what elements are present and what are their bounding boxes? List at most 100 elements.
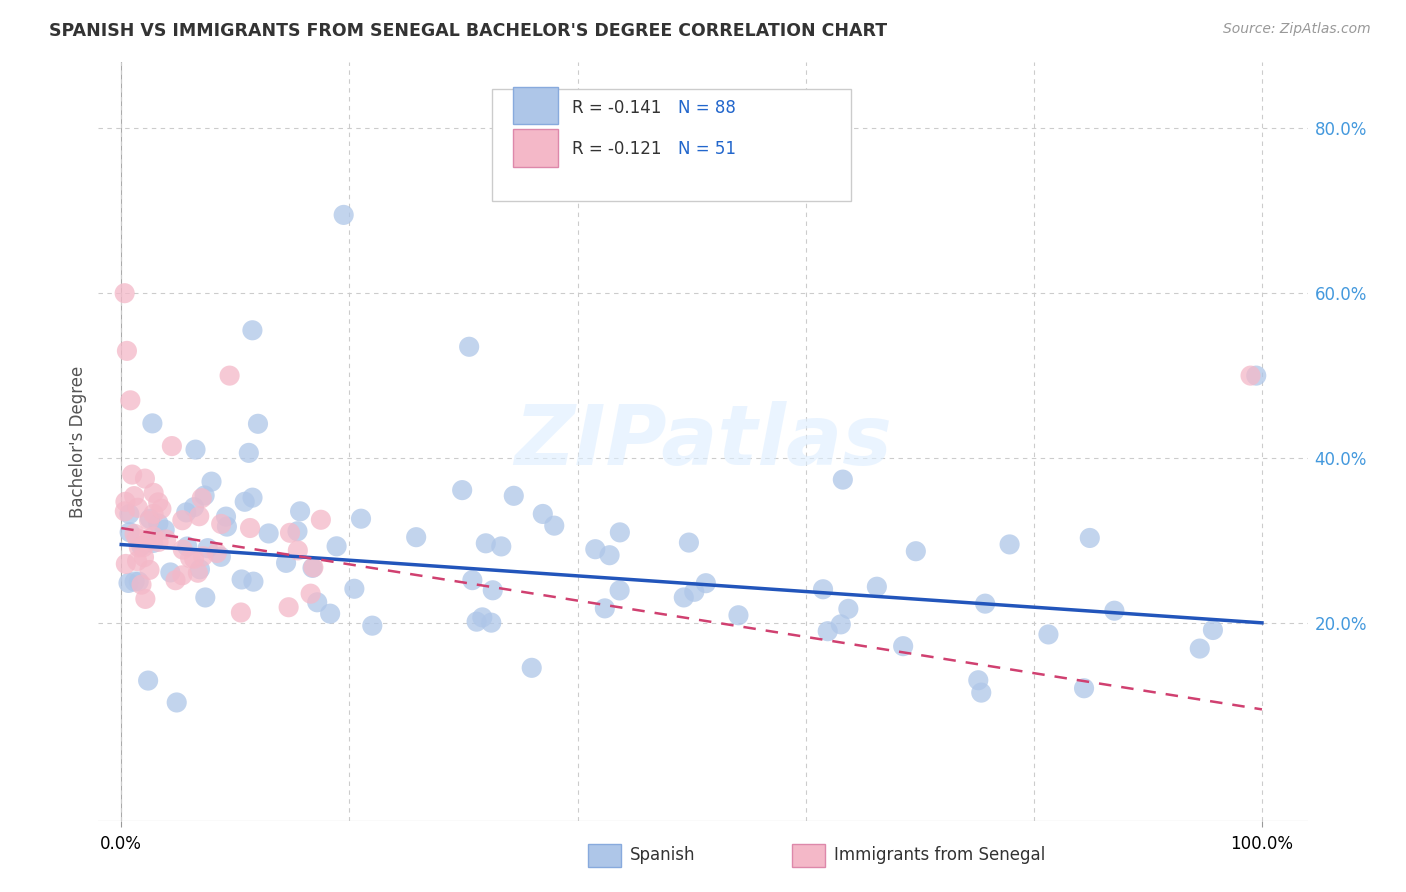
Point — [343, 582, 366, 596]
Point — [172, 568, 194, 582]
Point — [1104, 604, 1126, 618]
Point — [176, 540, 198, 554]
Point — [134, 472, 156, 486]
Point — [187, 566, 209, 580]
Point — [904, 544, 927, 558]
Point — [831, 473, 853, 487]
Point — [117, 576, 139, 591]
Point — [817, 624, 839, 639]
Text: Immigrants from Senegal: Immigrants from Senegal — [834, 847, 1045, 864]
Point — [998, 537, 1021, 551]
Text: Spanish: Spanish — [630, 847, 696, 864]
Point — [215, 519, 238, 533]
Point — [114, 495, 136, 509]
Point — [191, 549, 214, 564]
Point — [242, 323, 264, 337]
Point — [118, 525, 141, 540]
Point — [184, 442, 207, 457]
Point — [1038, 627, 1060, 641]
Point — [209, 516, 232, 531]
Point — [288, 504, 311, 518]
Point — [309, 513, 332, 527]
Text: N = 51: N = 51 — [678, 140, 735, 158]
Text: SPANISH VS IMMIGRANTS FROM SENEGAL BACHELOR'S DEGREE CORRELATION CHART: SPANISH VS IMMIGRANTS FROM SENEGAL BACHE… — [49, 22, 887, 40]
Point — [325, 539, 347, 553]
Point — [332, 208, 354, 222]
Point — [974, 597, 997, 611]
Point — [301, 561, 323, 575]
Point — [136, 534, 159, 549]
Point — [138, 563, 160, 577]
Point — [465, 615, 488, 629]
Text: R = -0.121: R = -0.121 — [572, 140, 662, 158]
Point — [160, 439, 183, 453]
Point — [471, 610, 494, 624]
Point — [215, 509, 238, 524]
Point — [121, 467, 143, 482]
Point — [142, 529, 165, 543]
Point — [233, 495, 256, 509]
Point — [609, 583, 631, 598]
Point — [599, 548, 621, 562]
Point — [695, 576, 717, 591]
Point — [115, 343, 138, 358]
Point — [475, 536, 498, 550]
Point — [458, 340, 481, 354]
Point — [148, 495, 170, 509]
Point — [142, 486, 165, 500]
Point — [891, 639, 914, 653]
Point — [150, 501, 173, 516]
Point — [132, 540, 155, 554]
Point — [132, 550, 155, 565]
Point — [830, 617, 852, 632]
Point — [299, 587, 322, 601]
Point — [165, 573, 187, 587]
Text: ZIPatlas: ZIPatlas — [515, 401, 891, 482]
Point — [727, 608, 749, 623]
Point — [1202, 623, 1225, 637]
Point — [218, 368, 240, 383]
Point — [257, 526, 280, 541]
Point — [683, 584, 706, 599]
Point — [209, 549, 232, 564]
Point — [277, 600, 299, 615]
Point — [1244, 368, 1267, 383]
Point — [811, 582, 834, 597]
Point — [131, 577, 153, 591]
Point — [238, 446, 260, 460]
Point — [1078, 531, 1101, 545]
Point — [136, 673, 159, 688]
Point — [461, 573, 484, 587]
Point — [502, 489, 524, 503]
Point — [134, 591, 156, 606]
Point — [179, 551, 201, 566]
Point — [120, 393, 142, 408]
Point — [274, 556, 297, 570]
Point — [148, 516, 170, 531]
Point — [148, 535, 170, 549]
Point — [287, 524, 309, 539]
Point — [520, 661, 543, 675]
Point — [583, 542, 606, 557]
Point — [174, 505, 197, 519]
Point — [205, 546, 228, 560]
Point — [307, 595, 329, 609]
Point — [125, 531, 148, 545]
Point — [142, 507, 165, 521]
Point — [124, 574, 146, 589]
Point — [1188, 641, 1211, 656]
Point — [609, 525, 631, 540]
Point — [122, 489, 145, 503]
Point — [183, 500, 205, 515]
Point — [1239, 368, 1261, 383]
Point — [491, 540, 513, 554]
Point — [159, 566, 181, 580]
Point — [302, 560, 325, 574]
Point — [118, 507, 141, 521]
Point — [479, 615, 502, 630]
Point — [246, 417, 269, 431]
Point — [672, 591, 695, 605]
Point — [242, 491, 264, 505]
Point — [837, 602, 859, 616]
Point — [350, 512, 373, 526]
